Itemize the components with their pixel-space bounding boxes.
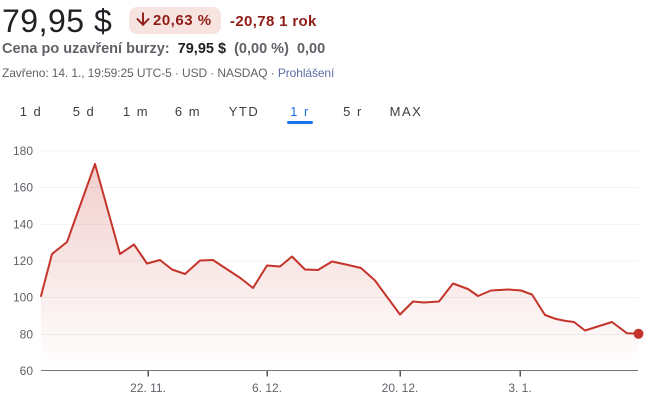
svg-text:3. 1.: 3. 1. — [508, 381, 531, 395]
svg-text:22. 11.: 22. 11. — [130, 381, 166, 395]
svg-text:140: 140 — [13, 217, 33, 231]
svg-text:180: 180 — [13, 144, 33, 158]
svg-text:120: 120 — [13, 254, 33, 268]
svg-text:100: 100 — [13, 291, 33, 305]
svg-text:60: 60 — [20, 364, 34, 378]
svg-text:80: 80 — [20, 327, 34, 341]
svg-text:20. 12.: 20. 12. — [382, 381, 419, 395]
svg-text:6. 12.: 6. 12. — [252, 381, 282, 395]
svg-text:160: 160 — [13, 181, 33, 195]
